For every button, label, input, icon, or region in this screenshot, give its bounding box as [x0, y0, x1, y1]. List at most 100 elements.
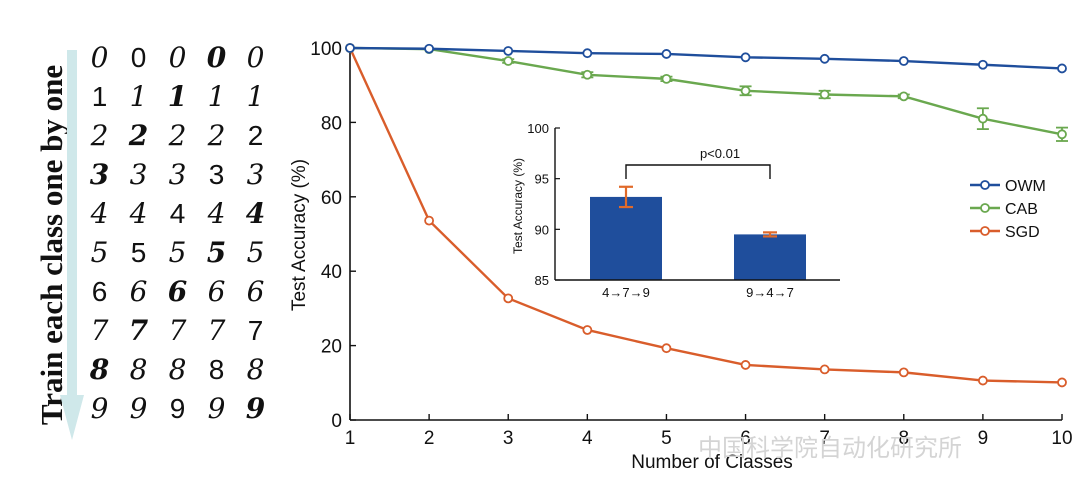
- mnist-digit: 5: [246, 235, 265, 269]
- mnist-digit: 3: [129, 157, 148, 191]
- mnist-digit: 3: [89, 157, 110, 191]
- mnist-digit: 0: [90, 40, 109, 74]
- y-tick-label: 40: [321, 262, 342, 283]
- mnist-digit: 1: [91, 80, 108, 112]
- x-tick-label: 2: [424, 428, 435, 449]
- mnist-digit: 2: [207, 118, 226, 152]
- mnist-digit: 4: [207, 196, 226, 230]
- legend-label-cab: CAB: [1005, 201, 1038, 218]
- legend-marker-sgd: [980, 226, 990, 236]
- mnist-digit: 4: [245, 196, 266, 230]
- mnist-digit: 3: [246, 157, 265, 191]
- mnist-digit: 8: [246, 352, 265, 386]
- mnist-digit: 4: [129, 196, 148, 230]
- cab-data-point: [977, 113, 988, 124]
- owm-data-point: [977, 59, 988, 70]
- cab-data-point: [503, 56, 514, 66]
- inset-category-label: 4→7→9: [602, 285, 650, 300]
- inset-bar: [590, 196, 662, 280]
- mnist-digit: 1: [246, 79, 265, 113]
- mnist-digit: 3: [168, 157, 187, 191]
- mnist-digit: 9: [129, 391, 148, 425]
- mnist-digit: 0: [246, 40, 265, 74]
- y-tick-label: 20: [321, 337, 342, 358]
- inset-y-tick-label: 85: [535, 273, 549, 288]
- sgd-data-point: [661, 343, 672, 354]
- mnist-digit: 6: [91, 275, 108, 307]
- mnist-digit: 7: [247, 314, 264, 346]
- arrow-shaft: [67, 50, 77, 400]
- sgd-data-point: [582, 325, 593, 335]
- mnist-digit: 8: [168, 352, 187, 386]
- arrow-head: [60, 395, 84, 440]
- mnist-digit: 2: [90, 118, 109, 152]
- owm-data-point: [1057, 63, 1067, 74]
- mnist-digit: 9: [90, 391, 109, 425]
- mnist-digit: 8: [89, 352, 110, 386]
- legend-marker-cab: [980, 203, 990, 213]
- mnist-digit: 0: [168, 40, 187, 74]
- y-tick-label: 80: [321, 113, 342, 134]
- legend-marker-owm: [980, 180, 990, 190]
- owm-data-point: [582, 48, 593, 59]
- cab-series-line: [349, 46, 1063, 136]
- mnist-digit: 4: [169, 197, 186, 229]
- significance-label: p<0.01: [700, 146, 740, 161]
- mnist-digit: 9: [207, 391, 226, 425]
- mnist-digit: 5: [206, 235, 227, 269]
- mnist-digit: 3: [208, 158, 225, 190]
- owm-series-line: [349, 46, 1063, 70]
- y-tick-label: 60: [321, 188, 342, 209]
- x-tick-label: 4: [582, 428, 593, 449]
- x-tick-label: 6: [740, 428, 751, 449]
- y-axis-label: Test Accuracy (%): [289, 159, 310, 311]
- owm-data-point: [740, 52, 751, 63]
- mnist-digit: 1: [129, 79, 148, 113]
- mnist-digit: 4: [90, 196, 109, 230]
- mnist-digit: 5: [130, 236, 147, 268]
- legend-label-owm: OWM: [1005, 178, 1046, 195]
- sgd-data-point: [1057, 377, 1067, 388]
- owm-data-point: [819, 53, 830, 64]
- mnist-digit: 1: [167, 79, 188, 113]
- owm-data-point: [898, 56, 909, 66]
- inset-bar-chart: 4→7→9 9→4→7 85 90 95 100: [527, 121, 840, 300]
- legend: OWM CAB SGD: [970, 178, 1046, 241]
- x-tick-label: 10: [1051, 428, 1072, 449]
- mnist-digit: 2: [168, 118, 187, 152]
- cab-data-point: [582, 69, 593, 80]
- inset-category-label: 9→4→7: [746, 285, 794, 300]
- sgd-data-point: [424, 215, 435, 226]
- down-arrow-icon: [60, 50, 84, 440]
- x-tick-label: 8: [898, 428, 909, 449]
- cab-data-point: [1057, 129, 1067, 140]
- cab-data-point: [661, 73, 672, 84]
- sgd-data-point: [819, 364, 830, 375]
- inset-y-tick-label: 90: [535, 222, 549, 237]
- sgd-data-point: [740, 360, 751, 370]
- owm-data-point: [661, 49, 672, 59]
- mnist-digit: 7: [168, 313, 187, 347]
- x-axis-label: Number of Classes: [631, 452, 793, 473]
- cab-data-point: [819, 89, 830, 100]
- sgd-data-point: [977, 375, 988, 386]
- mnist-digit: 6: [129, 274, 148, 308]
- mnist-digit: 7: [207, 313, 226, 347]
- mnist-digit: 2: [128, 118, 149, 152]
- mnist-digit: 5: [90, 235, 109, 269]
- mnist-digit: 2: [247, 119, 264, 151]
- inset-y-tick-label: 100: [527, 121, 549, 136]
- owm-data-point: [424, 43, 435, 54]
- x-tick-label: 3: [503, 428, 514, 449]
- mnist-digit: 1: [207, 79, 226, 113]
- owm-data-point: [345, 43, 355, 53]
- cab-data-point: [898, 91, 909, 102]
- mnist-digit: 0: [130, 41, 147, 73]
- x-tick-label: 9: [978, 428, 989, 449]
- significance-bracket: [625, 164, 771, 179]
- mnist-digit: 5: [168, 235, 187, 269]
- mnist-digit: 7: [90, 313, 109, 347]
